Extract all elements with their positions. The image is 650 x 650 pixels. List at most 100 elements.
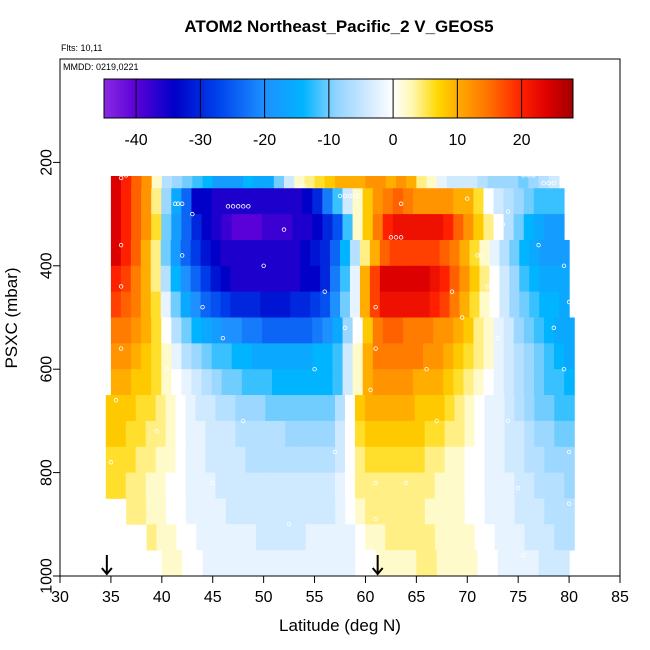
heatmap-cell	[352, 188, 364, 215]
heatmap-cell	[155, 395, 167, 422]
heatmap-cell	[261, 188, 273, 215]
heatmap-cell	[463, 214, 474, 241]
heatmap-cell	[325, 472, 336, 499]
heatmap-cell	[533, 214, 545, 241]
heatmap-cell	[261, 317, 273, 344]
observation-point	[363, 573, 368, 576]
x-tick-label: 80	[560, 589, 578, 606]
heatmap-cell	[335, 498, 346, 525]
heatmap-cell	[241, 317, 253, 344]
heatmap-cell	[529, 291, 540, 318]
heatmap-cell	[140, 265, 152, 293]
heatmap-cell	[190, 239, 202, 267]
heatmap-cell	[245, 420, 256, 448]
observation-point	[485, 284, 490, 289]
observation-point	[179, 201, 185, 206]
heatmap-cell	[201, 188, 213, 215]
x-tick-label: 70	[458, 589, 476, 606]
heatmap-cell	[444, 395, 456, 422]
heatmap-cell	[554, 395, 565, 422]
heatmap-cell	[325, 395, 336, 422]
heatmap-cell	[320, 291, 331, 318]
heatmap-cell	[538, 550, 550, 576]
heatmap-cell	[444, 446, 456, 473]
heatmap-cell	[261, 343, 273, 370]
heatmap-cell	[453, 214, 464, 241]
heatmap-cell	[372, 317, 384, 344]
heatmap-cell	[364, 472, 376, 499]
heatmap-cell	[372, 369, 384, 396]
heatmap-cell	[175, 498, 187, 525]
heatmap-cell	[369, 291, 381, 318]
heatmap-cell	[354, 420, 366, 448]
heatmap-cell	[191, 317, 203, 344]
heatmap-cell	[192, 550, 204, 576]
heatmap-cell	[564, 472, 575, 499]
heatmap-cell	[302, 188, 313, 215]
heatmap-cell	[344, 446, 356, 473]
heatmap-cell	[105, 446, 117, 473]
heatmap-cell	[160, 265, 172, 293]
heatmap-cell	[304, 550, 316, 576]
heatmap-cell	[172, 550, 183, 576]
heatmap-cell	[359, 291, 371, 318]
heatmap-cell	[414, 498, 426, 525]
heatmap-cell	[200, 265, 212, 293]
observation-point	[546, 180, 551, 186]
heatmap-cell	[302, 343, 313, 370]
heatmap-cell	[160, 239, 172, 267]
heatmap-cell	[489, 291, 500, 318]
heatmap-cell	[205, 446, 217, 473]
observation-point	[551, 180, 557, 186]
heatmap-cell	[166, 498, 177, 525]
heatmap-cell	[564, 317, 575, 344]
heatmap-cell	[564, 524, 575, 551]
heatmap-cell	[332, 214, 344, 241]
observation-point	[505, 418, 511, 424]
heatmap-cell	[382, 343, 394, 370]
heatmap-cell	[409, 291, 421, 318]
heatmap-cell	[404, 395, 416, 422]
heatmap-cell	[225, 498, 237, 525]
heatmap-cell	[443, 369, 454, 396]
heatmap-cell	[165, 472, 177, 499]
heatmap-cell	[305, 498, 316, 525]
heatmap-cell	[275, 420, 286, 448]
heatmap-cell	[544, 472, 555, 499]
flight-arrow-head	[101, 567, 113, 576]
heatmap-cell	[523, 188, 535, 215]
heatmap-cell	[146, 498, 157, 525]
heatmap-cell	[292, 214, 303, 241]
heatmap-cell	[115, 395, 127, 422]
heatmap-cell	[221, 343, 233, 370]
heatmap-cell	[342, 369, 354, 396]
heatmap-cell	[150, 265, 162, 293]
observation-point	[108, 501, 114, 506]
heatmap-cell	[423, 214, 434, 241]
heatmap-cell	[345, 524, 356, 551]
observation-point	[241, 418, 246, 424]
heatmap-cell	[433, 188, 444, 215]
observation-point	[179, 253, 185, 258]
heatmap-cell	[120, 265, 132, 293]
observation-point	[393, 235, 399, 240]
x-tick-label: 60	[357, 589, 375, 606]
heatmap-cell	[379, 291, 391, 318]
heatmap-cell	[399, 239, 411, 267]
heatmap-cell	[443, 317, 454, 344]
heatmap-cell	[464, 472, 476, 499]
heatmap-cell	[230, 265, 241, 293]
heatmap-cell	[195, 420, 207, 448]
heatmap-cell	[211, 188, 223, 215]
heatmap-cell	[216, 524, 227, 551]
heatmap-cell	[205, 472, 217, 499]
observation-point	[220, 335, 226, 341]
heatmap-cell	[412, 188, 424, 215]
heatmap-cell	[499, 265, 510, 293]
heatmap-cell	[514, 420, 525, 448]
heatmap-cell	[312, 369, 323, 396]
heatmap-cell	[170, 265, 182, 293]
heatmap-cell	[384, 446, 396, 473]
observation-point	[541, 180, 546, 186]
observation-point	[478, 253, 483, 258]
